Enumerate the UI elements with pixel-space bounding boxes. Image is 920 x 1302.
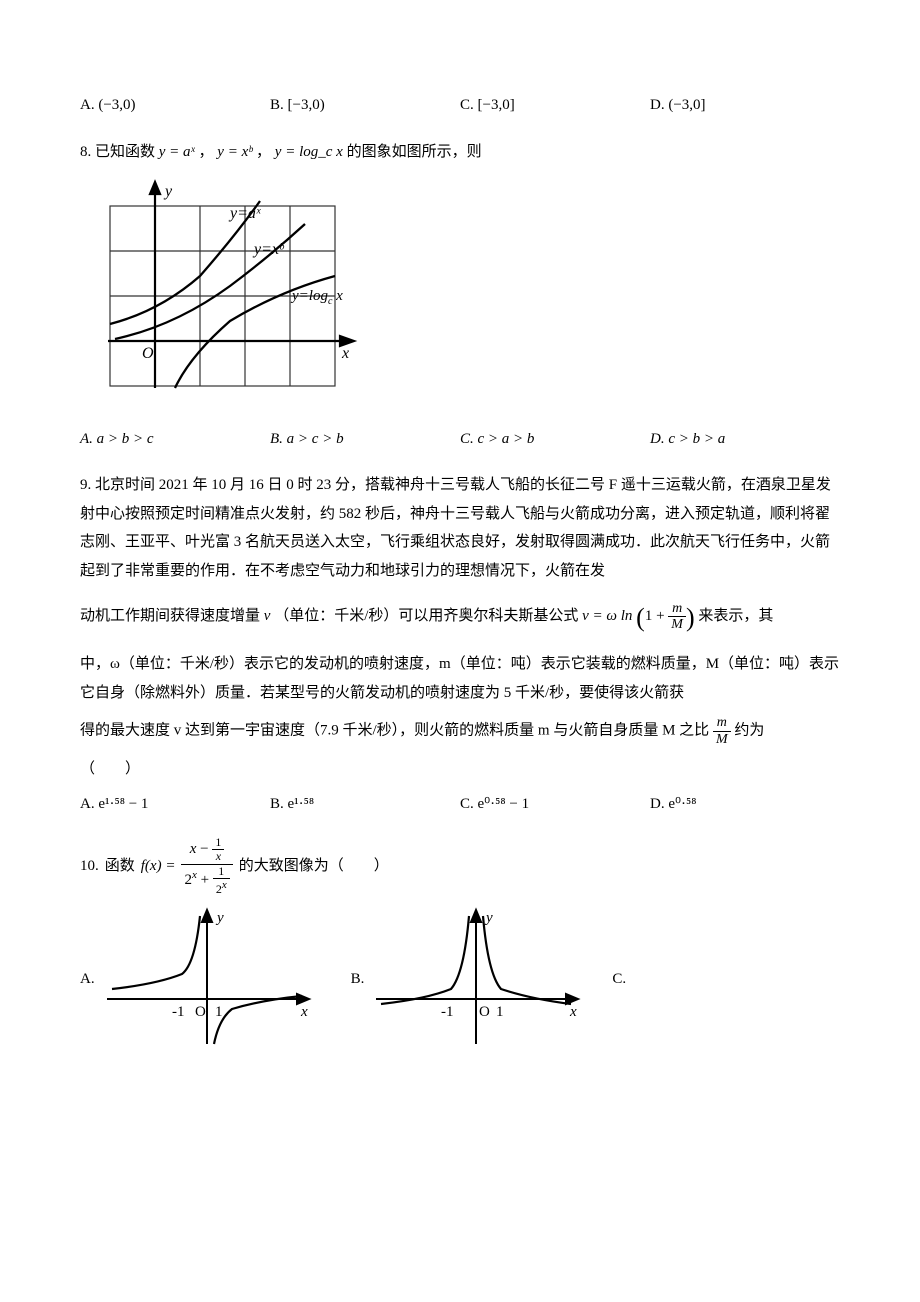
- q9-frac-mM: mM: [668, 601, 686, 633]
- q9-para1: 9. 北京时间 2021 年 10 月 16 日 0 时 23 分，搭载神舟十三…: [80, 471, 840, 585]
- q8-func-2: y = xᵇ: [217, 144, 252, 160]
- q10-stem: 10. 函数 f(x) = x − 1x 2x + 12x 的大致图像为（ ）: [80, 836, 840, 896]
- q7-options: A. (−3,0) B. [−3,0) C. [−3,0] D. (−3,0]: [80, 91, 840, 120]
- q8-option-b[interactable]: B. a > c > b: [270, 425, 460, 454]
- q8-curve1-label: y=aˣ: [228, 205, 261, 222]
- q10-pre: 函数: [105, 852, 135, 881]
- svg-text:O: O: [195, 1004, 206, 1020]
- q8-origin-label: O: [142, 345, 154, 362]
- svg-text:x: x: [300, 1004, 308, 1020]
- q10-optC-label[interactable]: C.: [612, 965, 626, 994]
- q8-sep-1: ，: [199, 144, 214, 160]
- q9-p2-formula: v = ω ln: [582, 608, 632, 624]
- rparen-icon: ): [686, 603, 695, 632]
- q8-y-axis-label: y: [163, 183, 173, 200]
- q8-graph-svg: y x O y=aˣ y=xᵇ y=logc x: [80, 176, 370, 406]
- q9-p2-tail: 来表示，其: [698, 608, 773, 624]
- q8-option-a[interactable]: A. a > b > c: [80, 425, 270, 454]
- q9-frac-mM-2: mM: [713, 715, 731, 747]
- svg-text:-1: -1: [441, 1004, 454, 1020]
- q7-option-d[interactable]: D. (−3,0]: [650, 91, 840, 120]
- q10-number: 10.: [80, 852, 99, 881]
- q9-para4: 得的最大速度 v 达到第一宇宙速度（7.9 千米/秒），则火箭的燃料质量 m 与…: [80, 715, 840, 747]
- q7-option-b[interactable]: B. [−3,0): [270, 91, 460, 120]
- q9-option-d[interactable]: D. e⁰·⁵⁸: [650, 790, 840, 819]
- q8-option-c[interactable]: C. c > a > b: [460, 425, 650, 454]
- q9-blank: （ ）: [80, 755, 840, 784]
- q9-option-a[interactable]: A. e¹·⁵⁸ − 1: [80, 790, 270, 819]
- q9-p4-tail: 约为: [734, 723, 764, 739]
- q10-post: 的大致图像为（ ）: [239, 852, 389, 881]
- q9-options: A. e¹·⁵⁸ − 1 B. e¹·⁵⁸ C. e⁰·⁵⁸ − 1 D. e⁰…: [80, 790, 840, 819]
- q10-optA-label[interactable]: A.: [80, 965, 95, 994]
- q8-options: A. a > b > c B. a > c > b C. c > a > b D…: [80, 425, 840, 454]
- q9-p2-inner-l: 1 +: [645, 608, 668, 624]
- svg-text:O: O: [479, 1004, 490, 1020]
- q10-optB-label[interactable]: B.: [351, 965, 365, 994]
- q9-number: 9.: [80, 477, 91, 493]
- lparen-icon: (: [636, 603, 645, 632]
- svg-text:y: y: [215, 910, 224, 926]
- q8-text-2: 的图象如图所示，则: [347, 144, 482, 160]
- q9-p4-pre: 得的最大速度 v 达到第一宇宙速度（7.9 千米/秒），则火箭的燃料质量 m 与…: [80, 723, 713, 739]
- q8-func-1: y = aˣ: [159, 144, 195, 160]
- q8-text-1: 已知函数: [95, 144, 159, 160]
- q7-option-a[interactable]: A. (−3,0): [80, 91, 270, 120]
- svg-text:-1: -1: [172, 1004, 185, 1020]
- q9-option-c[interactable]: C. e⁰·⁵⁸ − 1: [460, 790, 650, 819]
- q8-sep-2: ，: [256, 144, 271, 160]
- q9-p2-v: v: [264, 608, 271, 624]
- q10-graph-row: A. y x O -1 1 B.: [80, 904, 840, 1054]
- svg-text:1: 1: [496, 1004, 504, 1020]
- svg-text:y: y: [484, 910, 493, 926]
- q8-option-d[interactable]: D. c > b > a: [650, 425, 840, 454]
- q10-bigfrac: x − 1x 2x + 12x: [181, 836, 232, 896]
- q8-curve2-label: y=xᵇ: [252, 241, 285, 258]
- q9-p2-u1: （单位：千米/秒）可以用齐奥尔科夫斯基公式: [274, 608, 582, 624]
- q9-para2: 动机工作期间获得速度增量 v （单位：千米/秒）可以用齐奥尔科夫斯基公式 v =…: [80, 593, 840, 642]
- q10-lhs: f(x) =: [141, 852, 176, 881]
- q8-x-axis-label: x: [341, 345, 349, 362]
- q9-option-b[interactable]: B. e¹·⁵⁸: [270, 790, 460, 819]
- q8-func-3: y = log_c x: [275, 144, 343, 160]
- q8-number: 8.: [80, 144, 91, 160]
- q10-graph-b: y x O -1 1: [366, 904, 586, 1054]
- q9-para1-text: 北京时间 2021 年 10 月 16 日 0 时 23 分，搭载神舟十三号载人…: [80, 477, 831, 579]
- q8-figure: y x O y=aˣ y=xᵇ y=logc x: [80, 176, 840, 417]
- q8-stem: 8. 已知函数 y = aˣ ， y = xᵇ ， y = log_c x 的图…: [80, 138, 840, 167]
- q9-p2-pre: 动机工作期间获得速度增量: [80, 608, 264, 624]
- q10-graph-a: y x O -1 1: [97, 904, 317, 1054]
- svg-text:1: 1: [215, 1004, 223, 1020]
- q9-para3: 中，ω（单位：千米/秒）表示它的发动机的喷射速度，m（单位：吨）表示它装载的燃料…: [80, 650, 840, 707]
- q7-option-c[interactable]: C. [−3,0]: [460, 91, 650, 120]
- svg-text:x: x: [569, 1004, 577, 1020]
